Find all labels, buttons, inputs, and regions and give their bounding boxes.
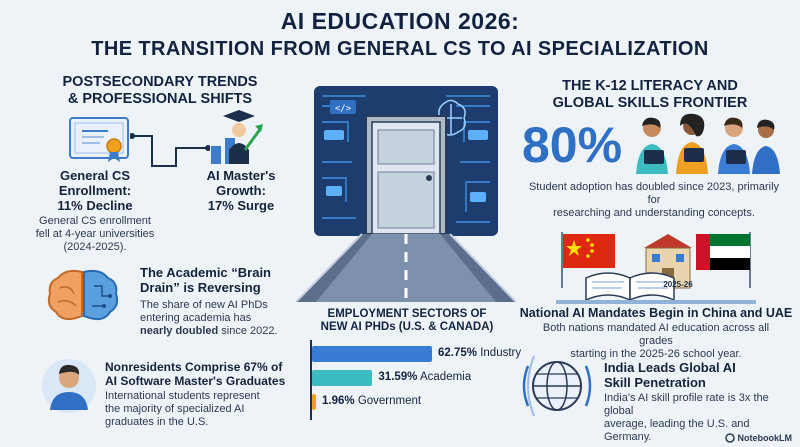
ai-master-growth-title: AI Master's Growth: 17% Surge — [206, 168, 276, 213]
right-section-heading: THE K-12 LITERACY AND GLOBAL SKILLS FRON… — [552, 78, 748, 111]
employment-sectors-chart: 62.75% Industry 31.59% Academia 1.96% Go… — [310, 340, 522, 430]
bar-industry — [312, 346, 432, 362]
svg-text:</>: </> — [335, 104, 352, 114]
india-title: India Leads Global AI Skill Penetration — [604, 360, 736, 390]
brain-drain-title: The Academic “Brain Drain” is Reversing — [140, 265, 272, 295]
page-title: AI EDUCATION 2026: — [280, 8, 520, 34]
bar-label-government: 1.96% Government — [322, 395, 422, 407]
students-tablets-icon — [636, 113, 780, 174]
school-year-label: 2025-26 — [663, 280, 693, 289]
certificate-icon — [69, 117, 129, 162]
nonresidents-desc: International students represent the maj… — [105, 390, 260, 428]
bar-government — [312, 394, 316, 410]
adoption-value: 80% — [522, 117, 623, 173]
nonresidents-title: Nonresidents Comprise 67% of AI Software… — [105, 360, 286, 388]
trend-connector — [130, 133, 210, 167]
china-uae-flags-illustration — [556, 232, 756, 304]
chart-title: EMPLOYMENT SECTORS OF NEW AI PHDs (U.S. … — [320, 308, 494, 333]
student-icon — [42, 359, 96, 413]
chart-axis — [310, 340, 312, 420]
left-section-heading: POSTSECONDARY TRENDS & PROFESSIONAL SHIF… — [62, 74, 258, 107]
page-subtitle: THE TRANSITION FROM GENERAL CS TO AI SPE… — [91, 38, 709, 60]
mandates-title: National AI Mandates Begin in China and … — [519, 306, 793, 320]
mandates-desc: Both nations mandated AI education acros… — [542, 322, 770, 360]
brain-drain-desc: The share of new AI PhDs entering academ… — [140, 299, 278, 337]
graduate-growth-icon — [211, 110, 263, 164]
india-desc: India's AI skill profile rate is 3x the … — [604, 392, 769, 443]
globe-signal-icon — [522, 355, 592, 417]
bar-academia — [312, 370, 373, 386]
cs-enrollment-title: General CS Enrollment: 11% Decline — [57, 168, 133, 213]
cs-enrollment-desc: General CS enrollment fell at 4-year uni… — [35, 215, 155, 253]
bar-label-academia: 31.59% Academia — [378, 371, 472, 383]
notebooklm-brand: NotebookLM — [724, 433, 792, 443]
ai-door-illustration: </> — [296, 86, 516, 302]
adoption-desc: Student adoption has doubled since 2023,… — [528, 181, 780, 219]
notebooklm-logo-icon — [724, 433, 735, 443]
bar-label-industry: 62.75% Industry — [438, 347, 522, 359]
brain-icon — [47, 269, 119, 321]
